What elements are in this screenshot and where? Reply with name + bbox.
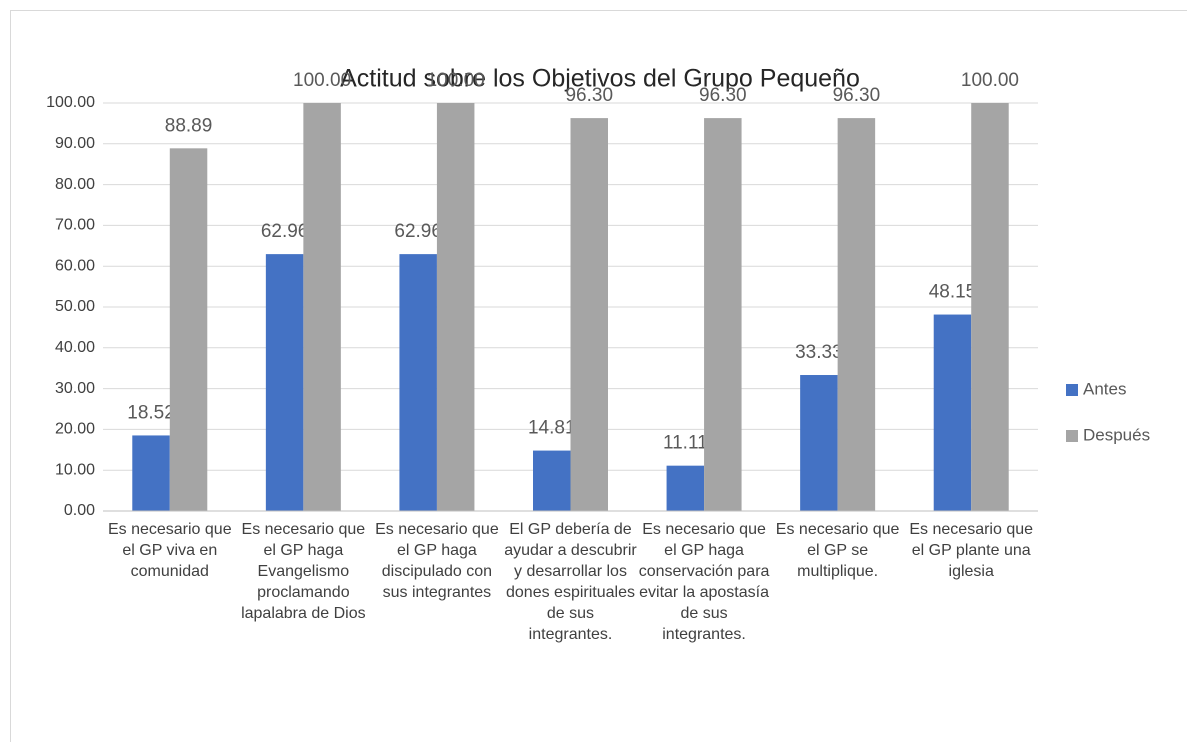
x-tick-label: Es necesario que el GP haga discipulado … bbox=[375, 521, 499, 601]
x-tick-label-box: Es necesario que el GP haga discipulado … bbox=[375, 521, 499, 601]
data-label: 96.30 bbox=[833, 85, 881, 106]
bar bbox=[570, 118, 608, 511]
x-tick-label-box: Es necesario que el GP se multiplique. bbox=[775, 521, 900, 580]
data-label: 33.33 bbox=[795, 342, 843, 363]
y-tick-label: 50.00 bbox=[55, 298, 95, 315]
data-label: 62.96 bbox=[394, 221, 442, 242]
bar bbox=[971, 103, 1009, 511]
y-tick-label: 100.00 bbox=[46, 94, 95, 111]
data-label: 100.00 bbox=[293, 70, 351, 91]
y-tick-label: 0.00 bbox=[64, 502, 95, 519]
data-label: 11.11 bbox=[663, 433, 708, 454]
x-tick-label: Es necesario que el GP viva en comunidad bbox=[107, 521, 232, 580]
y-tick-label: 70.00 bbox=[55, 217, 95, 234]
data-label: 100.00 bbox=[427, 70, 485, 91]
bar bbox=[436, 103, 475, 511]
bar bbox=[837, 118, 876, 511]
x-tick-label-box: Es necesario que el GP viva en comunidad bbox=[107, 521, 232, 580]
bar bbox=[265, 254, 304, 511]
bar bbox=[132, 435, 170, 511]
data-label: 100.00 bbox=[961, 70, 1019, 91]
y-tick-label: 60.00 bbox=[55, 257, 95, 274]
x-tick-label-box: Es necesario que el GP haga conservación… bbox=[638, 521, 770, 643]
data-label: 48.15 bbox=[929, 282, 977, 303]
y-tick-label: 20.00 bbox=[55, 421, 95, 438]
data-label: 96.30 bbox=[699, 85, 747, 106]
legend-swatch bbox=[1066, 430, 1078, 442]
bar bbox=[666, 465, 705, 511]
data-label: 18.52 bbox=[127, 402, 175, 423]
x-tick-label: Es necesario que el GP haga conservación… bbox=[638, 521, 770, 643]
y-tick-label: 90.00 bbox=[55, 135, 95, 152]
x-tick-label: Es necesario que el GP se multiplique. bbox=[775, 521, 900, 580]
bar bbox=[303, 103, 341, 511]
legend-label: Después bbox=[1083, 425, 1150, 444]
data-label: 14.81 bbox=[528, 418, 576, 439]
chart-frame bbox=[10, 10, 1187, 742]
bar bbox=[399, 254, 437, 511]
y-tick-label: 40.00 bbox=[55, 339, 95, 356]
bar bbox=[704, 118, 742, 511]
x-tick-label-box: El GP debería de ayudar a descubrir y de… bbox=[504, 521, 637, 643]
y-tick-label: 80.00 bbox=[55, 176, 95, 193]
y-tick-label: 10.00 bbox=[55, 461, 95, 478]
chart-title: Actitud sobre los Objetivos del Grupo Pe… bbox=[340, 65, 860, 93]
bar bbox=[169, 148, 208, 511]
bar bbox=[800, 375, 838, 511]
x-tick-label-box: Es necesario que el GP haga Evangelismo … bbox=[241, 521, 366, 622]
bar bbox=[933, 314, 972, 511]
y-tick-label: 30.00 bbox=[55, 380, 95, 397]
legend-swatch bbox=[1066, 384, 1078, 396]
bar bbox=[533, 450, 571, 511]
legend-label: Antes bbox=[1083, 379, 1126, 398]
data-label: 88.89 bbox=[165, 115, 213, 136]
data-label: 96.30 bbox=[565, 85, 613, 106]
x-tick-label: Es necesario que el GP haga Evangelismo … bbox=[241, 521, 366, 622]
data-label: 62.96 bbox=[261, 221, 309, 242]
x-tick-label-box: Es necesario que el GP plante una iglesi… bbox=[909, 521, 1034, 580]
x-tick-label: Es necesario que el GP plante una iglesi… bbox=[909, 521, 1034, 580]
x-tick-label: El GP debería de ayudar a descubrir y de… bbox=[504, 521, 637, 643]
